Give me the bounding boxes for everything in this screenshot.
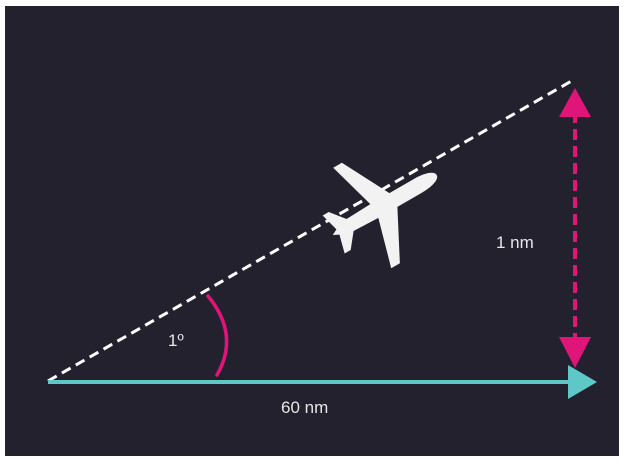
glide-path-line [47,77,576,383]
horizontal-distance-arrow [48,365,597,399]
angle-arc [206,294,229,377]
vertical-height-arrow [559,88,591,368]
airplane-icon [322,162,438,269]
distance-label: 60 nm [281,398,329,417]
rise-label: 1 nm [496,233,534,252]
angle-label: 1º [168,331,184,350]
